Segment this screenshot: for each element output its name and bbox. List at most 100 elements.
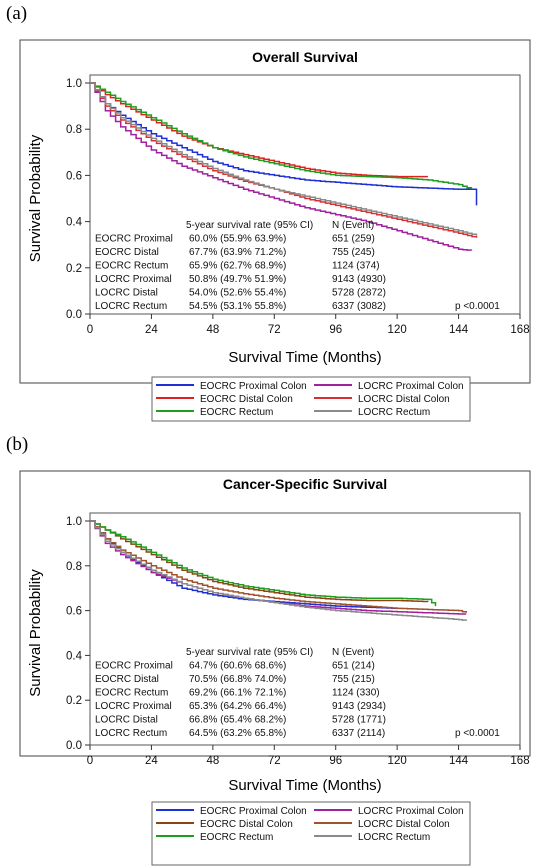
table-row-n: 6337 (2114) bbox=[332, 728, 385, 739]
survival-curve-5 bbox=[90, 82, 478, 236]
chart-title: Overall Survival bbox=[252, 49, 358, 65]
legend-entry: EOCRC Proximal Colon bbox=[200, 806, 307, 817]
table-row-group: LOCRC Rectum bbox=[95, 728, 167, 739]
y-tick-label: 1.0 bbox=[66, 516, 82, 528]
table-row-n: 651 (259) bbox=[332, 234, 375, 245]
x-tick-label: 48 bbox=[206, 324, 219, 336]
y-tick-label: 0.4 bbox=[66, 650, 83, 662]
y-tick-label: 0.4 bbox=[66, 217, 83, 229]
plot-area bbox=[89, 74, 521, 315]
legend-entry: EOCRC Rectum bbox=[200, 832, 273, 843]
survival-curve-2 bbox=[90, 520, 437, 607]
table-row-rate: 69.2% (66.1% 72.1%) bbox=[189, 688, 286, 699]
legend-entry: LOCRC Rectum bbox=[358, 407, 430, 418]
table-row-group: LOCRC Rectum bbox=[95, 301, 167, 312]
survival-curve-4 bbox=[90, 520, 468, 613]
p-value: p <0.0001 bbox=[455, 301, 500, 312]
y-tick-label: 0.0 bbox=[66, 309, 82, 321]
y-tick-label: 0.6 bbox=[66, 606, 82, 618]
panel-label-a: (a) bbox=[6, 3, 28, 24]
table-row-rate: 50.8% (49.7% 51.9%) bbox=[189, 274, 286, 285]
y-tick-label: 0.8 bbox=[66, 561, 82, 573]
table-row-group: LOCRC Proximal bbox=[95, 274, 172, 285]
legend-box bbox=[151, 801, 471, 866]
table-row-n: 1124 (374) bbox=[332, 261, 380, 272]
x-tick-label: 24 bbox=[145, 755, 158, 767]
legend-entry: LOCRC Proximal Colon bbox=[358, 381, 464, 392]
plot-area bbox=[89, 512, 521, 746]
y-tick-label: 1.0 bbox=[66, 78, 82, 90]
x-axis-title: Survival Time (Months) bbox=[228, 777, 381, 794]
legend-entry: LOCRC Proximal Colon bbox=[358, 806, 464, 817]
table-row-n: 6337 (3082) bbox=[332, 301, 386, 312]
overall-survival-chart: Overall Survival 0.0 0.2 0.4 0.6 0.8 1.0 0 24 48 7… bbox=[19, 39, 531, 422]
table-row-group: EOCRC Rectum bbox=[95, 688, 168, 699]
survival-curve-5 bbox=[90, 520, 468, 621]
survival-curve-0 bbox=[90, 82, 478, 206]
y-tick-label: 0.2 bbox=[66, 695, 82, 707]
x-tick-label: 0 bbox=[87, 755, 93, 767]
legend-box bbox=[151, 376, 471, 422]
x-tick-label: 144 bbox=[449, 755, 469, 767]
p-value: p <0.0001 bbox=[455, 728, 500, 739]
table-row-n: 5728 (1771) bbox=[332, 715, 386, 726]
table-row-n: 1124 (330) bbox=[332, 688, 380, 699]
table-row-group: EOCRC Distal bbox=[95, 674, 159, 685]
x-tick-label: 48 bbox=[206, 755, 219, 767]
panel-label-b: (b) bbox=[6, 434, 29, 455]
table-row-rate: 54.0% (52.6% 55.4%) bbox=[189, 288, 286, 299]
table-row-rate: 54.5% (53.1% 55.8%) bbox=[189, 301, 286, 312]
legend-entry: LOCRC Rectum bbox=[358, 832, 430, 843]
x-tick-label: 0 bbox=[87, 324, 93, 336]
table-header-rate: 5-year survival rate (95% CI) bbox=[186, 220, 313, 231]
table-row-rate: 64.5% (63.2% 65.8%) bbox=[189, 728, 286, 739]
y-tick-label: 0.0 bbox=[66, 740, 82, 752]
table-row-group: LOCRC Proximal bbox=[95, 701, 172, 712]
table-row-group: LOCRC Distal bbox=[95, 288, 158, 299]
x-axis-title: Survival Time (Months) bbox=[228, 349, 381, 366]
x-tick-label: 168 bbox=[510, 755, 529, 767]
legend-entry: LOCRC Distal Colon bbox=[358, 394, 450, 405]
table-row-group: EOCRC Proximal bbox=[95, 661, 173, 672]
x-tick-label: 72 bbox=[268, 755, 281, 767]
x-tick-label: 24 bbox=[145, 324, 158, 336]
y-tick-label: 0.2 bbox=[66, 263, 82, 275]
table-row-group: EOCRC Distal bbox=[95, 247, 159, 258]
table-header-rate: 5-year survival rate (95% CI) bbox=[186, 647, 313, 658]
legend-entry: EOCRC Proximal Colon bbox=[200, 381, 307, 392]
x-tick-label: 120 bbox=[388, 755, 407, 767]
survival-curve-2 bbox=[90, 82, 473, 190]
table-row-rate: 67.7% (63.9% 71.2%) bbox=[189, 247, 286, 258]
y-tick-label: 0.8 bbox=[66, 124, 82, 136]
legend-entry: EOCRC Distal Colon bbox=[200, 394, 293, 405]
x-tick-label: 144 bbox=[449, 324, 469, 336]
x-tick-label: 96 bbox=[329, 755, 342, 767]
legend-entry: LOCRC Distal Colon bbox=[358, 819, 450, 830]
legend-entry: EOCRC Rectum bbox=[200, 407, 273, 418]
table-row-rate: 70.5% (66.8% 74.0%) bbox=[189, 674, 286, 685]
table-row-group: LOCRC Distal bbox=[95, 715, 158, 726]
table-row-n: 9143 (4930) bbox=[332, 274, 386, 285]
y-axis-title: Survival Probability bbox=[27, 134, 44, 262]
x-tick-label: 120 bbox=[388, 324, 407, 336]
chart-title: Cancer-Specific Survival bbox=[223, 476, 387, 492]
table-row-rate: 66.8% (65.4% 68.2%) bbox=[189, 715, 286, 726]
table-row-rate: 65.9% (62.7% 68.9%) bbox=[189, 261, 286, 272]
cancer-specific-survival-chart: Cancer-Specific Survival 0.0 0.2 0.4 0.6 0.8 1… bbox=[19, 470, 531, 866]
table-row-n: 9143 (2934) bbox=[332, 701, 386, 712]
table-row-rate: 65.3% (64.2% 66.4%) bbox=[189, 701, 286, 712]
table-row-group: EOCRC Rectum bbox=[95, 261, 168, 272]
survival-curve-3 bbox=[90, 82, 473, 251]
table-row-n: 755 (245) bbox=[332, 247, 375, 258]
x-tick-label: 96 bbox=[329, 324, 342, 336]
table-header-n: N (Event) bbox=[332, 220, 374, 231]
table-row-group: EOCRC Proximal bbox=[95, 234, 173, 245]
legend-entry: EOCRC Distal Colon bbox=[200, 819, 293, 830]
table-row-rate: 60.0% (55.9% 63.9%) bbox=[189, 234, 286, 245]
table-row-n: 755 (215) bbox=[332, 674, 375, 685]
x-tick-label: 72 bbox=[268, 324, 281, 336]
y-axis-title: Survival Probability bbox=[27, 569, 44, 697]
table-header-n: N (Event) bbox=[332, 647, 374, 658]
table-row-rate: 64.7% (60.6% 68.6%) bbox=[189, 661, 286, 672]
x-tick-label: 168 bbox=[510, 324, 529, 336]
